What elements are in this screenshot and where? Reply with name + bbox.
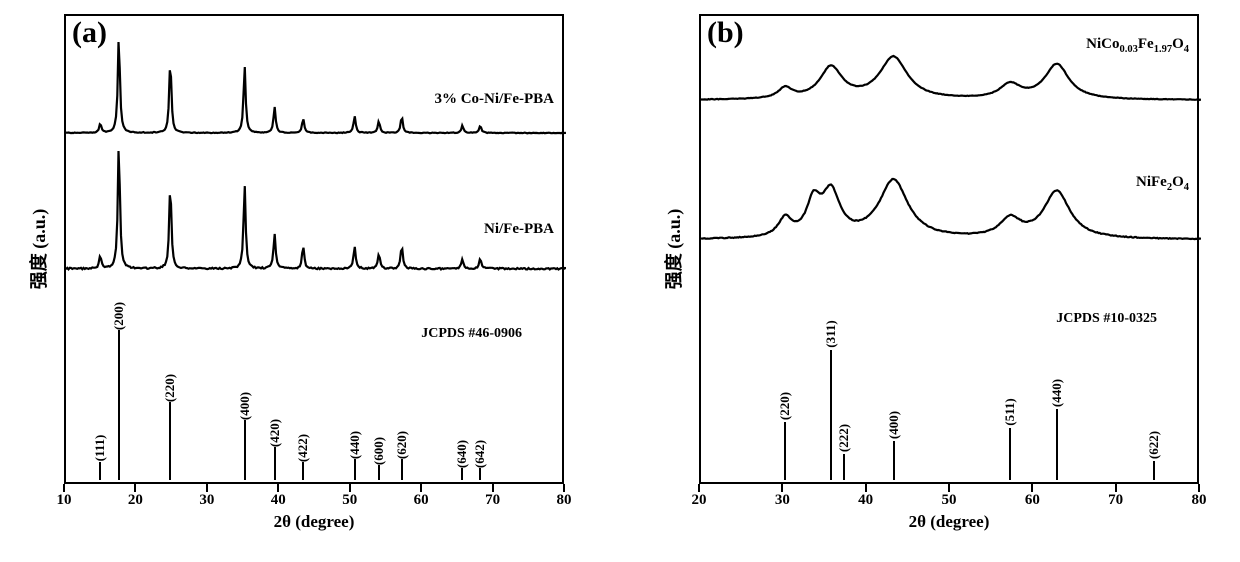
panel-a-ylabel: 强度 (a.u.) — [25, 189, 51, 309]
reference-peak — [1153, 461, 1155, 481]
reference-peak — [830, 350, 832, 480]
reference-peak — [354, 459, 356, 480]
reference-peak — [784, 422, 786, 481]
reference-peak — [479, 468, 481, 480]
miller-index-label: (640) — [454, 440, 470, 468]
x-tick — [134, 484, 136, 492]
x-tick — [349, 484, 351, 492]
x-tick-label: 50 — [942, 492, 957, 509]
series-label-middle: Ni/Fe-PBA — [484, 221, 554, 238]
x-tick-label: 40 — [858, 492, 873, 509]
x-tick-label: 70 — [485, 492, 500, 509]
x-tick — [865, 484, 867, 492]
series-label-middle: NiFe2O4 — [1136, 174, 1189, 193]
x-tick — [781, 484, 783, 492]
reference-peak — [461, 468, 463, 480]
reference-peak — [401, 459, 403, 480]
panel-a-xlabel: 2θ (degree) — [274, 512, 355, 532]
miller-index-label: (111) — [92, 435, 108, 462]
miller-index-label: (600) — [371, 437, 387, 465]
miller-index-label: (422) — [295, 434, 311, 462]
x-tick-label: 20 — [128, 492, 143, 509]
miller-index-label: (440) — [347, 431, 363, 459]
x-tick — [1198, 484, 1200, 492]
miller-index-label: (220) — [777, 391, 793, 419]
x-tick-label: 80 — [557, 492, 572, 509]
reference-card-label: JCPDS #10-0325 — [1056, 311, 1157, 327]
reference-peak — [169, 402, 171, 480]
series-label-top: 3% Co-Ni/Fe-PBA — [434, 91, 554, 108]
x-tick — [698, 484, 700, 492]
x-tick — [1031, 484, 1033, 492]
xrd-trace — [701, 16, 1201, 486]
reference-peak — [378, 465, 380, 480]
figure-container: (a) 3% Co-Ni/Fe-PBANi/Fe-PBAJCPDS #46-09… — [0, 0, 1240, 562]
reference-peak — [843, 454, 845, 480]
x-tick-label: 50 — [342, 492, 357, 509]
x-tick — [420, 484, 422, 492]
x-tick — [1115, 484, 1117, 492]
plot-b-box: (b) NiCo0.03Fe1.97O4NiFe2O4JCPDS #10-032… — [699, 14, 1199, 484]
miller-index-label: (511) — [1002, 398, 1018, 425]
plot-a-box: (a) 3% Co-Ni/Fe-PBANi/Fe-PBAJCPDS #46-09… — [64, 14, 564, 484]
miller-index-label: (200) — [111, 302, 127, 330]
reference-peak — [118, 330, 120, 480]
x-tick — [492, 484, 494, 492]
panel-b-xlabel: 2θ (degree) — [909, 512, 990, 532]
x-tick-label: 20 — [692, 492, 707, 509]
x-tick — [277, 484, 279, 492]
x-tick-label: 80 — [1192, 492, 1207, 509]
miller-index-label: (400) — [237, 392, 253, 420]
reference-peak — [244, 420, 246, 480]
reference-peak — [1056, 409, 1058, 481]
panel-b-ylabel: 强度 (a.u.) — [660, 189, 686, 309]
panel-b: (b) NiCo0.03Fe1.97O4NiFe2O4JCPDS #10-032… — [655, 12, 1220, 546]
x-tick-label: 30 — [775, 492, 790, 509]
x-tick-label: 30 — [199, 492, 214, 509]
miller-index-label: (400) — [886, 411, 902, 439]
x-tick-label: 60 — [1025, 492, 1040, 509]
x-tick-label: 60 — [414, 492, 429, 509]
x-tick-label: 70 — [1108, 492, 1123, 509]
reference-card-label: JCPDS #46-0906 — [421, 326, 522, 342]
miller-index-label: (222) — [836, 424, 852, 452]
x-tick — [563, 484, 565, 492]
x-tick — [206, 484, 208, 492]
xrd-trace — [66, 16, 566, 486]
reference-peak — [274, 447, 276, 480]
reference-peak — [302, 462, 304, 480]
reference-peak — [893, 441, 895, 480]
panel-a: (a) 3% Co-Ni/Fe-PBANi/Fe-PBAJCPDS #46-09… — [20, 12, 585, 546]
x-tick — [63, 484, 65, 492]
miller-index-label: (311) — [823, 320, 839, 347]
miller-index-label: (420) — [267, 419, 283, 447]
reference-peak — [1009, 428, 1011, 480]
miller-index-label: (622) — [1146, 430, 1162, 458]
miller-index-label: (642) — [472, 440, 488, 468]
reference-peak — [99, 462, 101, 480]
miller-index-label: (220) — [162, 374, 178, 402]
series-label-top: NiCo0.03Fe1.97O4 — [1086, 36, 1189, 55]
miller-index-label: (440) — [1049, 378, 1065, 406]
miller-index-label: (620) — [394, 431, 410, 459]
x-tick — [948, 484, 950, 492]
x-tick-label: 40 — [271, 492, 286, 509]
x-tick-label: 10 — [57, 492, 72, 509]
